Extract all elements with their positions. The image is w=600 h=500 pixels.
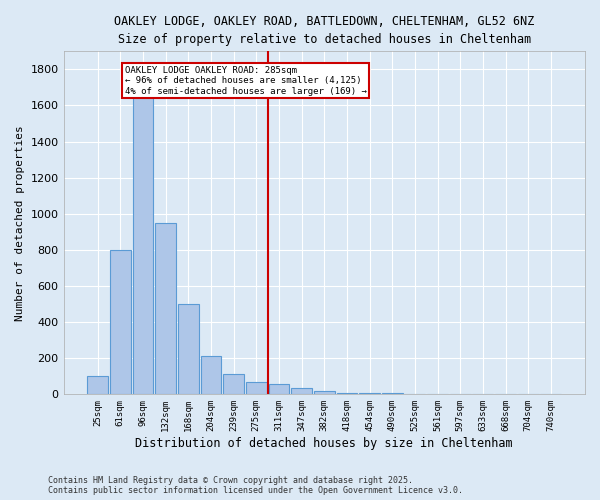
Bar <box>200 356 221 395</box>
Y-axis label: Number of detached properties: Number of detached properties <box>15 125 25 320</box>
Bar <box>87 376 108 394</box>
Title: OAKLEY LODGE, OAKLEY ROAD, BATTLEDOWN, CHELTENHAM, GL52 6NZ
Size of property rel: OAKLEY LODGE, OAKLEY ROAD, BATTLEDOWN, C… <box>114 15 535 46</box>
Bar <box>269 384 289 394</box>
Bar <box>314 390 335 394</box>
Bar <box>178 304 199 394</box>
Text: Contains HM Land Registry data © Crown copyright and database right 2025.
Contai: Contains HM Land Registry data © Crown c… <box>48 476 463 495</box>
Bar <box>223 374 244 394</box>
Bar <box>110 250 131 394</box>
Bar <box>246 382 267 394</box>
Text: OAKLEY LODGE OAKLEY ROAD: 285sqm
← 96% of detached houses are smaller (4,125)
4%: OAKLEY LODGE OAKLEY ROAD: 285sqm ← 96% o… <box>125 66 367 96</box>
Bar <box>291 388 312 394</box>
Bar <box>359 392 380 394</box>
Bar <box>337 392 358 394</box>
Bar <box>155 223 176 394</box>
X-axis label: Distribution of detached houses by size in Cheltenham: Distribution of detached houses by size … <box>136 437 513 450</box>
Bar <box>133 96 154 395</box>
